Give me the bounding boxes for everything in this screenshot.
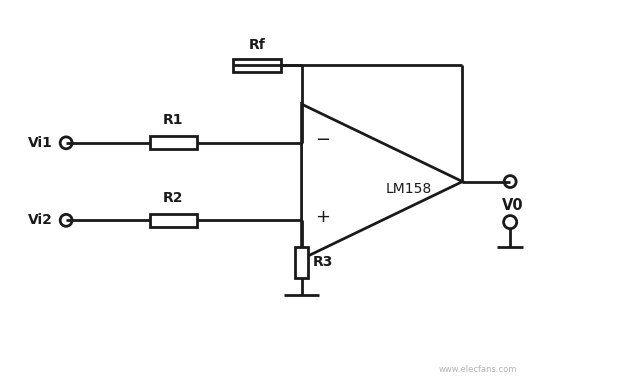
Text: Rf: Rf	[248, 38, 265, 52]
Bar	[295, 247, 308, 277]
Bar	[233, 59, 281, 72]
Text: Vi1: Vi1	[28, 136, 53, 150]
Text: +: +	[315, 208, 330, 226]
Text: LM158: LM158	[386, 182, 432, 196]
Text: R2: R2	[163, 191, 184, 205]
Bar	[150, 136, 197, 149]
Text: Vi2: Vi2	[28, 213, 53, 227]
Circle shape	[504, 216, 517, 229]
Circle shape	[60, 137, 72, 149]
Text: −: −	[315, 131, 330, 149]
Polygon shape	[302, 104, 463, 259]
Circle shape	[504, 176, 516, 188]
Text: www.elecfans.com: www.elecfans.com	[438, 365, 517, 374]
Text: R1: R1	[163, 113, 184, 127]
Bar	[150, 214, 197, 227]
Circle shape	[60, 214, 72, 226]
Text: R3: R3	[312, 255, 333, 269]
Text: V0: V0	[502, 198, 524, 213]
